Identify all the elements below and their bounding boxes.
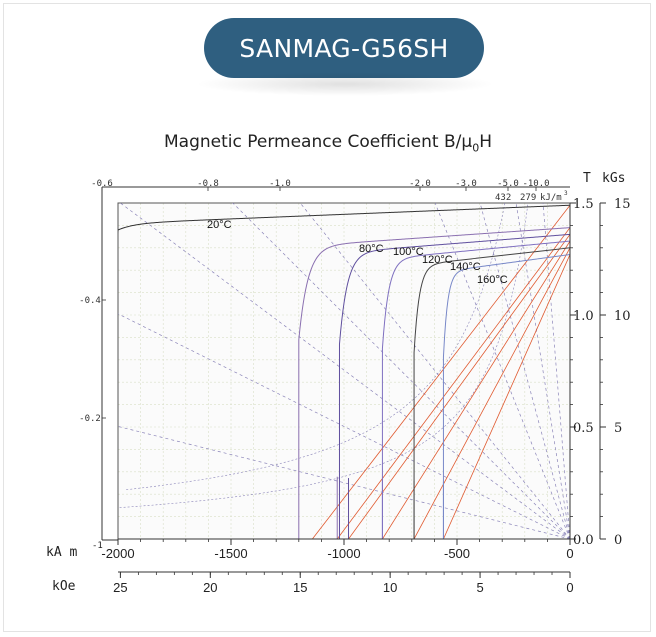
permeance-label-top: -2.0 (409, 179, 431, 189)
jh-curve-80 (298, 227, 570, 539)
y-tick-label-kGs: 0 (614, 533, 622, 548)
permeance-label-top: -5.0 (497, 179, 519, 189)
y-axis-label-kGs: kGs (602, 171, 625, 186)
x-axis-label-kAm: kA m (46, 545, 77, 560)
chart-title-prefix: Magnetic Permeance Coefficient B/ (163, 132, 462, 152)
chart-title: Magnetic Permeance Coefficient B/μ0H (0, 132, 656, 154)
permeance-line (232, 203, 570, 539)
series-label-100: 100°C (393, 246, 424, 258)
permeance-label-top: -10.0 (522, 179, 549, 189)
x-tick-label-kAm: -1500 (214, 546, 247, 561)
chart-title-suffix: H (479, 132, 493, 152)
x-tick-label-kOe: 10 (383, 580, 397, 595)
y-tick-label-kGs: 15 (614, 197, 631, 212)
bh-line-140 (413, 247, 570, 539)
x-tick-label-kOe: 25 (113, 580, 127, 595)
bh-line-20 (312, 204, 570, 539)
x-tick-label-kAm: -500 (444, 546, 470, 561)
y-tick-label-T: 1.5 (573, 197, 594, 212)
permeance-label-top: -1.0 (269, 179, 291, 189)
x-tick-label-kAm: 0 (566, 546, 573, 561)
jh-curve-100 (338, 233, 570, 539)
y-tick-label-T: 0.0 (573, 533, 594, 548)
y-tick-label-kGs: 10 (614, 309, 631, 324)
bh-line-80 (336, 227, 570, 539)
series-label-20: 20°C (207, 219, 232, 231)
y-tick-label-kGs: 5 (614, 421, 622, 436)
permeance-line (119, 203, 570, 539)
bh-line-100 (348, 234, 570, 539)
y-tick-label-T: 1.0 (573, 309, 594, 324)
energy-curve (119, 203, 529, 508)
x-axis-label-kAm-exp: -1 (92, 541, 103, 551)
jh-curve-160 (442, 254, 570, 539)
series-label-160: 160°C (477, 274, 508, 286)
jh-curve-120 (381, 240, 570, 539)
energy-unit-label: kJ/m (540, 193, 562, 203)
x-tick-label-kAm: -2000 (101, 546, 134, 561)
x-axis-label-kOe: kOe (52, 579, 76, 594)
energy-unit-exp: 3 (564, 190, 568, 197)
permeance-line (118, 313, 570, 539)
bh-line-160 (443, 254, 570, 539)
series-label-140: 140°C (450, 261, 481, 273)
x-tick-label-kAm: -1000 (327, 546, 360, 561)
permeance-line (299, 203, 570, 539)
energy-label-279: 279 (520, 193, 536, 203)
page-title: SANMAG-G56SH (239, 33, 449, 63)
series-label-120: 120°C (422, 254, 453, 266)
series-label-80: 80°C (359, 243, 384, 255)
title-pill-shadow (195, 72, 495, 96)
x-tick-label-kOe: 5 (476, 580, 483, 595)
permeance-label-left: -0.2 (79, 414, 101, 424)
jh-curve-140 (413, 247, 570, 539)
permeance-label-top: -0.6 (91, 179, 113, 189)
energy-label-432: 432 (495, 193, 511, 203)
x-tick-label-kOe: 20 (203, 580, 217, 595)
page-title-pill: SANMAG-G56SH (204, 18, 484, 78)
page-frame (3, 3, 651, 632)
y-tick-label-T: 0.5 (573, 421, 594, 436)
x-tick-label-kOe: 0 (566, 580, 573, 595)
x-tick-label-kOe: 15 (293, 580, 307, 595)
jh-curve-20 (118, 204, 570, 234)
permeance-label-top: -0.8 (197, 179, 219, 189)
chart-title-sub: 0 (472, 141, 480, 155)
chart-title-mu: μ (461, 132, 473, 152)
y-axis-label-T: T (583, 171, 591, 186)
permeance-label-left: -0.4 (79, 296, 101, 306)
energy-curve (126, 203, 506, 491)
permeance-label-top: -3.0 (455, 179, 477, 189)
